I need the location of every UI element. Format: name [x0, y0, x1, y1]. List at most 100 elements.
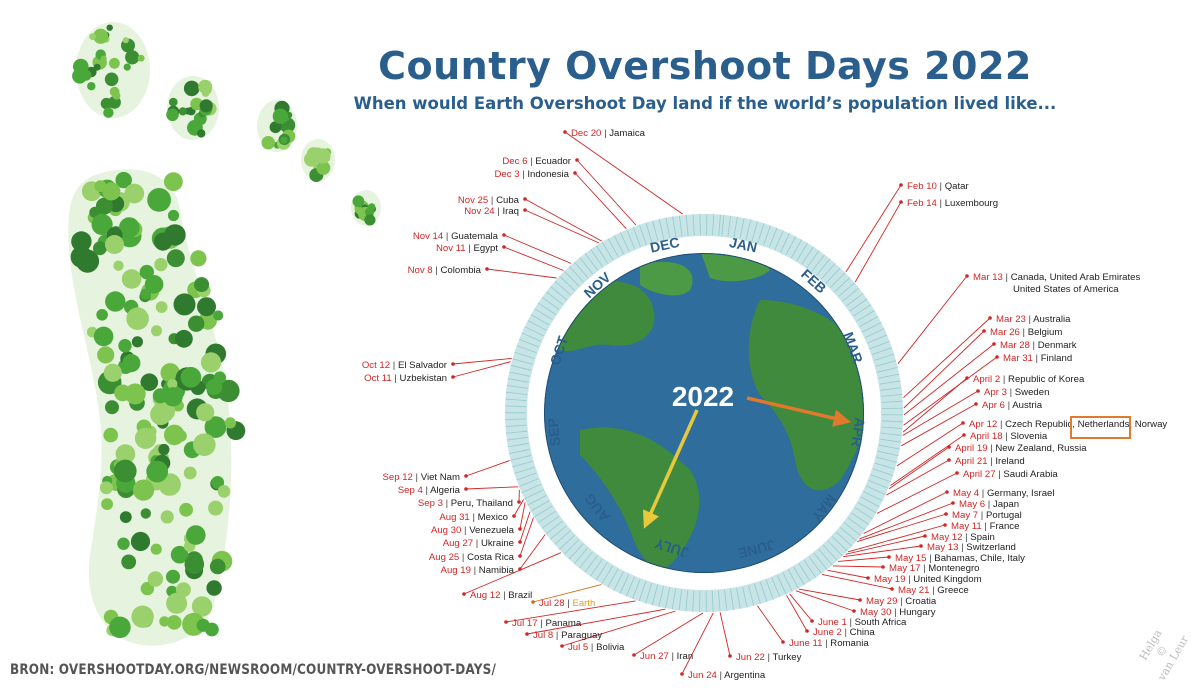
- ring-tick: [854, 507, 873, 520]
- country-overshoot-label: Oct 11 | Uzbekistan: [364, 373, 447, 384]
- ring-tick: [512, 358, 533, 365]
- overshoot-date: Aug 27: [443, 538, 473, 549]
- overshoot-date: May 11: [951, 521, 982, 532]
- separator: |: [390, 360, 398, 371]
- separator: |: [443, 231, 451, 242]
- overshoot-date: Oct 12: [362, 360, 390, 371]
- separator: |: [471, 565, 479, 576]
- overshoot-date: Nov 8: [408, 265, 433, 276]
- ring-tick: [823, 544, 838, 561]
- yellow-arrow: [643, 409, 699, 529]
- leader-line: [503, 234, 572, 264]
- separator: |: [842, 627, 850, 638]
- ring-tick: [699, 590, 701, 612]
- separator: |: [765, 652, 773, 663]
- separator: |: [1033, 353, 1041, 364]
- ring-tick: [836, 531, 853, 547]
- country-name: Norway: [1132, 419, 1167, 430]
- ring-tick: [808, 556, 822, 574]
- leader-dot: [502, 233, 506, 237]
- footprint-dot: [183, 466, 197, 480]
- ring-tick: [506, 391, 528, 395]
- separator: |: [926, 553, 934, 564]
- country-overshoot-label: May 15 | Bahamas, Chile, Italy: [895, 553, 1025, 564]
- ring-tick: [853, 304, 872, 317]
- leader-dot: [976, 389, 980, 393]
- leader-dot: [858, 598, 862, 602]
- footprint-dot: [166, 615, 182, 630]
- footprint-dot: [197, 297, 216, 317]
- country-overshoot-label: April 27 | Saudi Arabia: [963, 469, 1058, 480]
- separator: |: [978, 510, 986, 521]
- leader-line: [505, 600, 636, 623]
- overshoot-date: Jul 5: [568, 642, 588, 653]
- leader-dot: [992, 342, 996, 346]
- ring-tick: [880, 432, 902, 436]
- ring-tick: [780, 233, 790, 253]
- footprint-dot: [119, 511, 132, 523]
- leader-line: [838, 556, 890, 562]
- overshoot-date: Jul 17: [512, 618, 538, 629]
- overshoot-date: April 19: [955, 443, 988, 454]
- separator: |: [988, 443, 996, 454]
- leader-dot: [512, 514, 516, 518]
- footprint-dot: [170, 545, 189, 564]
- country-name: Czech Republic,: [1005, 419, 1075, 430]
- ring-tick: [880, 438, 901, 443]
- leader-line: [903, 330, 985, 409]
- country-overshoot-label: Jul 28 | Earth: [539, 598, 595, 609]
- ring-tick: [881, 420, 903, 423]
- leader-line: [863, 491, 948, 534]
- separator: |: [717, 670, 724, 681]
- ring-tick: [584, 253, 599, 271]
- separator: |: [488, 195, 496, 206]
- footprint-dot: [173, 293, 196, 316]
- ring-tick: [620, 232, 630, 252]
- leader-dot: [464, 474, 468, 478]
- separator: |: [1026, 314, 1033, 325]
- country-name: Canada, United Arab Emirates: [1011, 272, 1141, 283]
- leader-dot: [965, 376, 969, 380]
- country-name: Argentina: [724, 670, 766, 681]
- footprint-dot: [188, 315, 205, 332]
- country-overshoot-label: Nov 24 | Iraq: [464, 206, 519, 217]
- country-name: Cuba: [496, 195, 520, 206]
- ring-tick: [505, 430, 527, 434]
- toe-dot: [364, 207, 375, 217]
- ring-tick: [801, 246, 814, 265]
- overshoot-date: May 7: [952, 510, 978, 521]
- country-name: Hungary: [899, 607, 935, 618]
- footprint-dot: [194, 277, 210, 293]
- ring-tick: [590, 558, 603, 577]
- separator: |: [669, 651, 677, 662]
- toe-dot: [183, 80, 200, 97]
- country-name: Finland: [1041, 353, 1072, 364]
- leader-line: [513, 499, 524, 517]
- ring-tick: [505, 405, 527, 408]
- ring-tick: [658, 586, 664, 607]
- leader-dot: [988, 316, 992, 320]
- footprint-dot: [205, 622, 219, 637]
- country-overshoot-label: June 2 | China: [813, 627, 875, 638]
- country-name: Spain: [970, 532, 995, 543]
- country-name: Bahamas, Chile, Italy: [934, 553, 1025, 564]
- footprint-dot: [99, 481, 113, 495]
- overshoot-date: Aug 19: [441, 565, 471, 576]
- country-name: Paraguay: [561, 630, 602, 641]
- ring-tick: [534, 505, 553, 518]
- separator: |: [392, 373, 400, 384]
- footprint-dot: [109, 616, 131, 639]
- ring-tick: [711, 590, 714, 612]
- overshoot-date: Dec 20: [571, 128, 601, 139]
- ring-tick: [712, 214, 714, 236]
- leader-dot: [518, 554, 522, 558]
- ring-tick: [863, 491, 883, 502]
- footprint-dot: [166, 592, 188, 614]
- country-overshoot-label: May 19 | United Kingdom: [874, 574, 982, 585]
- leader-dot: [518, 540, 522, 544]
- overshoot-date: Jun 24: [688, 670, 717, 681]
- ring-tick: [718, 590, 721, 612]
- footprint-dot: [119, 217, 140, 238]
- toe-dot: [104, 72, 119, 87]
- separator: |: [601, 128, 609, 139]
